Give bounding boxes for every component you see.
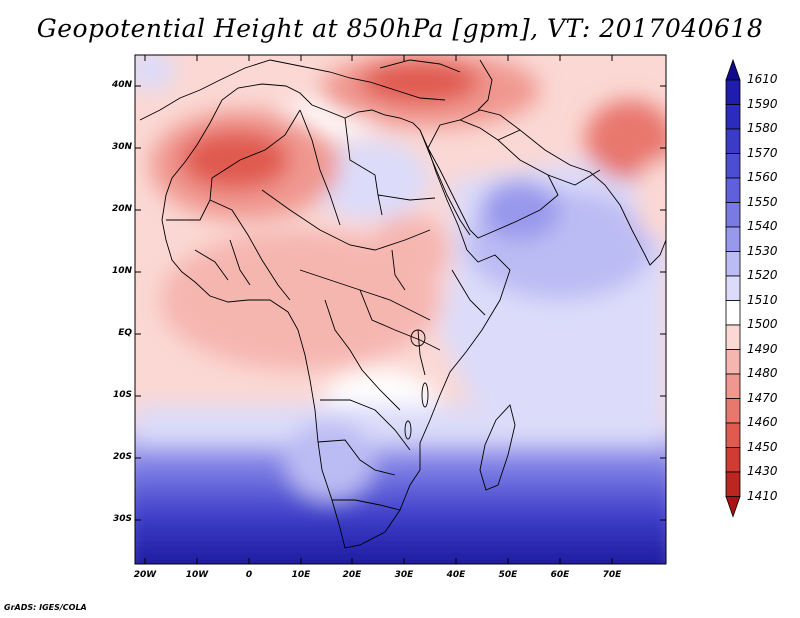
colorbar-bottom-arrow: [725, 496, 741, 518]
lat-tick-label: 10N: [111, 266, 132, 276]
colorbar-level-label: 1520: [747, 268, 778, 282]
lon-tick-label: 40E: [446, 570, 466, 580]
colorbar-swatch: [725, 471, 741, 497]
lon-tick-label: 30E: [394, 570, 414, 580]
lat-tick-label: 10S: [112, 390, 132, 400]
colorbar-level-label: 1610: [747, 72, 778, 86]
colorbar-level-label: 1590: [747, 96, 778, 111]
colorbar-swatch: [725, 373, 741, 399]
colorbar-level-label: 1490: [747, 341, 778, 356]
colorbar-level-label: 1580: [747, 121, 778, 135]
colorbar-swatch: [725, 300, 741, 326]
lat-tick-label: 40N: [111, 80, 132, 90]
colorbar-level-label: 1410: [747, 488, 778, 503]
lat-tick-label: 20S: [112, 452, 132, 462]
colorbar: [725, 58, 741, 518]
lat-tick-marks: [135, 85, 666, 521]
lon-tick-label: 10E: [291, 570, 311, 580]
colorbar-level-label: 1470: [747, 390, 778, 405]
colorbar-level-label: 1530: [747, 243, 778, 258]
colorbar-level-label: 1510: [747, 292, 778, 307]
colorbar-swatch: [725, 202, 741, 228]
colorbar-swatch: [725, 324, 741, 350]
colorbar-level-label: 1430: [747, 464, 778, 478]
colorbar-swatch: [725, 275, 741, 301]
lat-tick-label: 20N: [111, 204, 132, 214]
lat-tick-label: 30S: [112, 514, 132, 524]
colorbar-swatch: [725, 447, 741, 473]
lon-tick-label: 0: [245, 570, 253, 580]
map-frame: [134, 54, 667, 565]
colorbar-level-label: 1570: [747, 145, 778, 160]
lon-tick-label: 20E: [342, 570, 362, 580]
chart-title: Geopotential Height at 850hPa [gpm], VT:…: [36, 14, 764, 43]
colorbar-swatch: [725, 349, 741, 375]
lon-tick-marks: [144, 55, 613, 564]
colorbar-swatch: [725, 177, 741, 203]
colorbar-swatch: [725, 153, 741, 179]
colorbar-swatch: [725, 104, 741, 130]
colorbar-level-label: 1500: [747, 317, 778, 331]
lon-tick-label: 60E: [550, 570, 570, 580]
country-outlines: [139, 59, 666, 549]
colorbar-swatch: [725, 128, 741, 154]
lat-tick-label: 30N: [111, 142, 132, 152]
lon-tick-label: 70E: [602, 570, 622, 580]
colorbar-swatch: [725, 398, 741, 424]
grads-credit: GrADS: IGES/COLA: [4, 603, 87, 612]
colorbar-swatch: [725, 79, 741, 105]
colorbar-swatch: [725, 422, 741, 448]
colorbar-top-arrow: [725, 58, 741, 81]
colorbar-swatch: [725, 226, 741, 252]
colorbar-level-label: 1540: [747, 219, 778, 233]
lon-tick-label: 20W: [133, 570, 157, 580]
colorbar-level-label: 1460: [747, 415, 778, 429]
colorbar-level-label: 1450: [747, 439, 778, 454]
lon-tick-label: 50E: [498, 570, 518, 580]
colorbar-level-label: 1560: [747, 170, 778, 184]
height-field: [135, 55, 666, 564]
lon-tick-label: 10W: [185, 570, 209, 580]
lat-tick-label: EQ: [118, 328, 132, 338]
colorbar-level-label: 1480: [747, 366, 778, 380]
colorbar-level-label: 1550: [747, 194, 778, 209]
colorbar-swatch: [725, 251, 741, 277]
